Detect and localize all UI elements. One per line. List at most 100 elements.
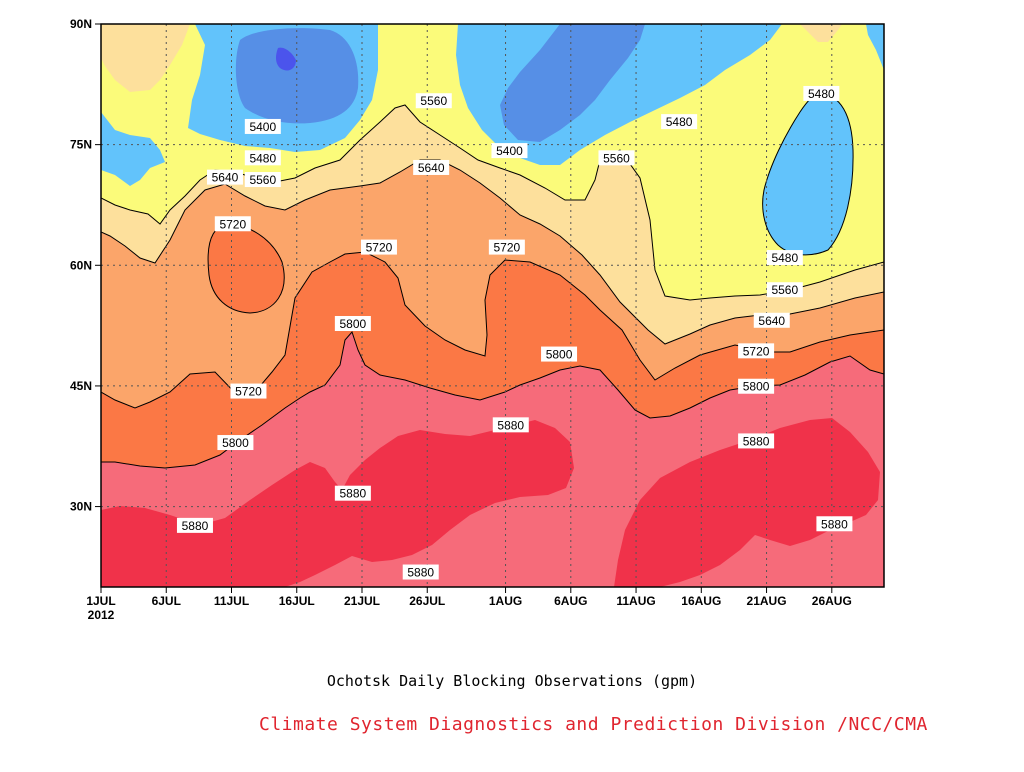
- contour-label-text: 5720: [219, 217, 246, 231]
- contour-line-5640: [101, 104, 884, 301]
- contour-label-5800: 5800: [334, 315, 371, 331]
- contour-label-bg: [176, 517, 213, 533]
- chart-subtitle: Ochotsk Daily Blocking Observations (gpm…: [326, 672, 698, 690]
- contour-label-5560: 5560: [598, 150, 635, 166]
- band-5800-5880-island: [208, 224, 285, 313]
- contour-label-5880: 5880: [738, 433, 775, 449]
- band-5400-5480-northeast: [500, 24, 645, 142]
- band-above-5960-east: [614, 418, 880, 587]
- contour-label-text: 5560: [771, 283, 798, 297]
- contour-label-5480: 5480: [766, 250, 803, 266]
- contour-label-5720: 5720: [214, 216, 251, 232]
- contour-label-5480: 5480: [661, 114, 698, 130]
- contour-label-text: 5720: [235, 385, 262, 399]
- contour-label-bg: [360, 239, 397, 255]
- contour-label-5640: 5640: [413, 159, 450, 175]
- contour-label-5880: 5880: [402, 564, 439, 580]
- contour-line-5720: [101, 159, 884, 345]
- band-5480-5560-east: [762, 94, 854, 255]
- contour-label-text: 5800: [222, 436, 249, 450]
- contour-label-5800: 5800: [541, 346, 578, 362]
- contour-label-5560: 5560: [244, 172, 281, 188]
- credit-line: Climate System Diagnostics and Predictio…: [259, 714, 928, 735]
- contour-label-text: 5640: [758, 314, 785, 328]
- contour-label-bg: [244, 118, 281, 134]
- contour-label-text: 5400: [249, 120, 276, 134]
- contour-label-text: 5720: [743, 344, 770, 358]
- contour-label-bg: [415, 93, 452, 109]
- x-tick-label: 16AUG: [681, 594, 721, 608]
- x-tick-label: 6AUG: [554, 594, 587, 608]
- y-tick-label: 60N: [70, 258, 92, 272]
- contour-label-bg: [661, 114, 698, 130]
- contour-label-5480: 5480: [803, 85, 840, 101]
- contour-label-5640: 5640: [206, 169, 243, 185]
- contour-label-bg: [334, 485, 371, 501]
- contour-label-text: 5560: [420, 94, 447, 108]
- contour-label-5720: 5720: [230, 383, 267, 399]
- contour-label-text: 5400: [496, 144, 523, 158]
- y-tick-label: 75N: [70, 138, 92, 152]
- x-tick-label: 11AUG: [616, 594, 655, 608]
- contour-labels: 5400 5400 5480 5480 5480 5480 5560 5560 5560 5560…: [176, 85, 853, 580]
- contour-label-text: 5480: [666, 115, 693, 129]
- x-tick-label: 6JUL: [152, 594, 181, 608]
- contour-label-bg: [491, 143, 528, 159]
- contour-label-bg: [488, 239, 525, 255]
- contour-label-text: 5640: [418, 161, 445, 175]
- contour-label-bg: [738, 433, 775, 449]
- y-tick-label: 90N: [70, 17, 92, 31]
- x-tick-label: 21AUG: [747, 594, 787, 608]
- contour-label-bg: [803, 85, 840, 101]
- contour-label-5720: 5720: [488, 239, 525, 255]
- contour-label-bg: [214, 216, 251, 232]
- contour-label-text: 5880: [497, 418, 524, 432]
- plot-frame: [100, 23, 885, 588]
- contour-label-bg: [738, 378, 775, 394]
- contour-label-bg: [753, 312, 790, 328]
- contour-label-bg: [492, 417, 529, 433]
- contour-label-text: 5480: [808, 87, 835, 101]
- y-tick-label: 45N: [70, 379, 92, 393]
- contour-label-5560: 5560: [415, 93, 452, 109]
- band-5400-5480-north: [235, 28, 359, 124]
- axis-ticks: [95, 23, 833, 593]
- contour-label-bg: [413, 159, 450, 175]
- contour-label-text: 5720: [494, 241, 521, 255]
- contour-label-bg: [244, 172, 281, 188]
- contour-label-text: 5880: [821, 517, 848, 531]
- x-tick-label: 16JUL: [279, 594, 315, 608]
- contour-label-text: 5560: [603, 151, 630, 165]
- contour-label-5400: 5400: [244, 118, 281, 134]
- contour-label-text: 5480: [771, 251, 798, 265]
- contour-label-5720: 5720: [738, 343, 775, 359]
- contour-label-5480: 5480: [244, 150, 281, 166]
- contour-label-bg: [738, 343, 775, 359]
- contour-line-5880: [101, 331, 884, 469]
- contour-label-5880: 5880: [334, 485, 371, 501]
- band-5560-5640-topleft: [101, 24, 190, 92]
- contour-label-5880: 5880: [492, 417, 529, 433]
- contour-label-bg: [230, 383, 267, 399]
- x-tick-label: 1AUG: [489, 594, 522, 608]
- contour-label-text: 5720: [366, 241, 393, 255]
- contour-label-bg: [766, 250, 803, 266]
- contour-label-bg: [244, 150, 281, 166]
- contour-label-5880: 5880: [176, 517, 213, 533]
- contour-label-text: 5880: [340, 487, 367, 501]
- contour-label-5560: 5560: [766, 282, 803, 298]
- y-axis-labels: 30N 45N 60N 75N 90N: [70, 17, 92, 514]
- contour-label-text: 5560: [249, 173, 276, 187]
- x-year-label: 2012: [88, 608, 115, 622]
- band-5480-5560-west: [101, 112, 165, 186]
- band-above-5960-south: [101, 420, 574, 587]
- contour-label-text: 5800: [546, 348, 573, 362]
- x-tick-label: 26JUL: [409, 594, 445, 608]
- contour-label-bg: [206, 169, 243, 185]
- contour-label-text: 5880: [407, 566, 434, 580]
- contour-label-bg: [816, 516, 853, 532]
- contour-line-east-oval: [762, 93, 854, 256]
- contour-label-bg: [217, 435, 254, 451]
- contour-label-text: 5640: [212, 171, 239, 185]
